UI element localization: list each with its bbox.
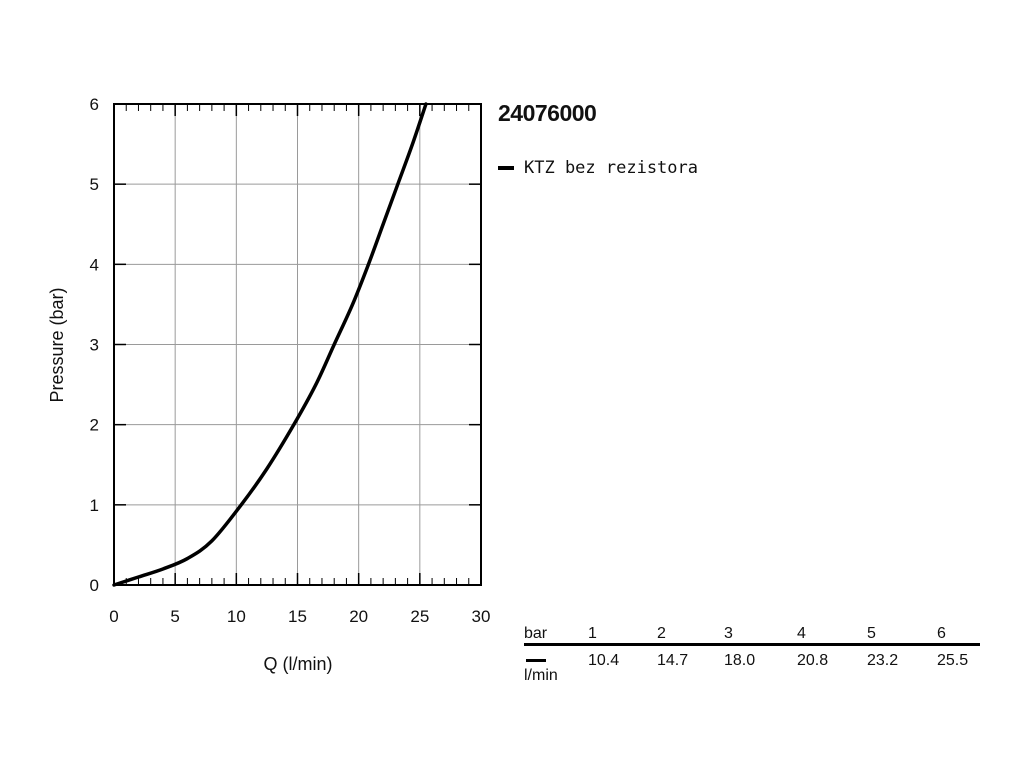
- table-flow-4: 20.8: [797, 652, 829, 669]
- table-flow-1: 10.4: [588, 652, 620, 669]
- x-axis-title: Q (l/min): [264, 654, 333, 674]
- y-tick-label: 6: [90, 95, 99, 114]
- x-tick-label: 5: [170, 607, 179, 626]
- x-tick-label: 15: [288, 607, 307, 626]
- y-tick-label: 4: [90, 255, 99, 274]
- table-series-swatch: [526, 659, 546, 662]
- x-tick-label: 0: [109, 607, 118, 626]
- product-title: 24076000: [498, 100, 597, 126]
- x-tick-label: 30: [472, 607, 491, 626]
- y-tick-label: 1: [90, 496, 99, 515]
- x-tick-label: 20: [349, 607, 368, 626]
- table-pressure-5: 5: [867, 625, 876, 642]
- table-flow-5: 23.2: [867, 652, 899, 669]
- table-unit-lmin: l/min: [524, 667, 558, 684]
- table-flow-6: 25.5: [937, 652, 969, 669]
- tick-labels: 0 5 10 15 20 25 30 0 1 2 3 4 5 6: [90, 95, 491, 626]
- table-flow-3: 18.0: [724, 652, 756, 669]
- plot-frame: [113, 103, 482, 586]
- x-tick-label: 10: [227, 607, 246, 626]
- table-pressure-3: 3: [724, 625, 733, 642]
- y-tick-label: 3: [90, 336, 99, 355]
- legend: KTZ bez rezistora: [498, 158, 698, 178]
- series-line-ktz: [112, 102, 428, 587]
- legend-line-swatch: [498, 166, 514, 170]
- table-pressure-4: 4: [797, 625, 806, 642]
- y-tick-label: 5: [90, 175, 99, 194]
- grid: [114, 104, 481, 585]
- flow-table: bar 1 2 3 4 5 6 10.4 14.7 18.0 20.8 23.2…: [524, 624, 980, 688]
- table-pressure-6: 6: [937, 625, 946, 642]
- table-pressure-1: 1: [588, 625, 597, 642]
- legend-label: KTZ bez rezistora: [524, 158, 698, 178]
- y-tick-label: 0: [90, 576, 99, 595]
- y-axis-title: Pressure (bar): [47, 287, 67, 402]
- y-tick-label: 2: [90, 416, 99, 435]
- table-unit-bar: bar: [524, 625, 548, 642]
- x-tick-label: 25: [410, 607, 429, 626]
- table-flow-2: 14.7: [657, 652, 689, 669]
- table-rule: [524, 643, 980, 646]
- table-pressure-2: 2: [657, 625, 666, 642]
